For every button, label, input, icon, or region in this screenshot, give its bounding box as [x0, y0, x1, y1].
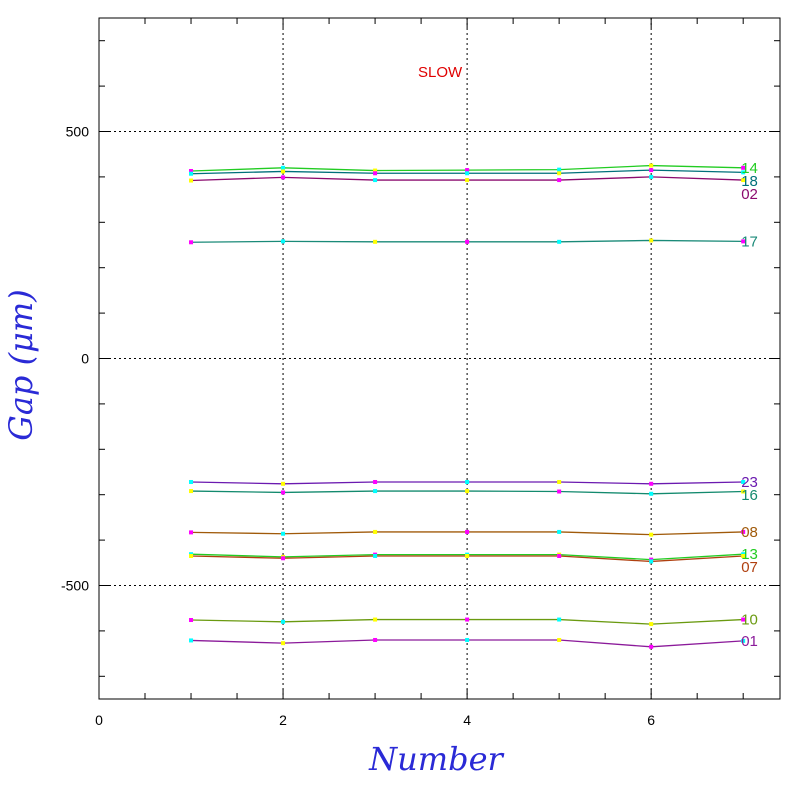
- data-point: [373, 553, 378, 558]
- data-point: [281, 641, 286, 646]
- series-label-13: 13: [741, 546, 758, 563]
- data-point: [557, 239, 562, 244]
- data-point: [741, 638, 746, 643]
- data-point: [373, 178, 378, 183]
- data-point: [281, 490, 286, 495]
- data-point: [649, 163, 654, 168]
- data-point: [649, 622, 654, 627]
- data-point: [649, 532, 654, 537]
- x-tick-label: 0: [95, 712, 103, 728]
- data-point: [649, 238, 654, 243]
- data-point: [741, 479, 746, 484]
- data-point: [373, 617, 378, 622]
- data-point: [465, 479, 470, 484]
- data-point: [373, 479, 378, 484]
- series-label-17: 17: [741, 233, 758, 250]
- x-tick-label: 6: [647, 712, 655, 728]
- data-point: [189, 553, 194, 558]
- data-point: [649, 481, 654, 486]
- axis-ticks: [98, 18, 780, 699]
- data-point: [281, 175, 286, 180]
- data-point: [557, 553, 562, 558]
- series-label-18: 18: [741, 173, 758, 190]
- y-tick-label: 500: [66, 124, 90, 140]
- x-tick-label: 4: [463, 712, 471, 728]
- data-point: [557, 637, 562, 642]
- data-point: [189, 489, 194, 494]
- y-tick-label: 0: [81, 351, 89, 367]
- data-point: [557, 167, 562, 172]
- data-point: [281, 619, 286, 624]
- data-point: [649, 644, 654, 649]
- data-point: [281, 239, 286, 244]
- data-point: [281, 531, 286, 536]
- data-point: [373, 637, 378, 642]
- data-point: [281, 481, 286, 486]
- data-point: [373, 171, 378, 176]
- data-point: [189, 171, 194, 176]
- data-point: [465, 239, 470, 244]
- data-point: [281, 169, 286, 174]
- data-point: [465, 637, 470, 642]
- data-point: [189, 638, 194, 643]
- data-point: [741, 178, 746, 183]
- data-point: [741, 617, 746, 622]
- data-point: [741, 553, 746, 558]
- data-point: [373, 168, 378, 173]
- series-label-23: 23: [741, 474, 758, 491]
- slow-annotation: SLOW: [418, 64, 463, 81]
- data-markers: [189, 163, 746, 649]
- data-point: [557, 529, 562, 534]
- data-point: [465, 171, 470, 176]
- data-point: [465, 617, 470, 622]
- y-tick-label: -500: [61, 578, 89, 594]
- data-point: [741, 529, 746, 534]
- data-point: [281, 165, 286, 170]
- series-label-02: 02: [741, 186, 758, 203]
- data-point: [465, 553, 470, 558]
- series-label-10: 10: [741, 612, 758, 629]
- x-axis-label: Number: [368, 740, 504, 778]
- data-point: [741, 165, 746, 170]
- data-point: [281, 556, 286, 561]
- data-point: [465, 489, 470, 494]
- data-point: [649, 174, 654, 179]
- data-point: [557, 617, 562, 622]
- data-point: [557, 171, 562, 176]
- grid-lines: [99, 18, 780, 699]
- data-point: [649, 168, 654, 173]
- data-point: [557, 479, 562, 484]
- data-point: [741, 170, 746, 175]
- data-point: [557, 489, 562, 494]
- series-label-14: 14: [741, 160, 758, 177]
- data-point: [373, 489, 378, 494]
- data-point: [189, 168, 194, 173]
- data-point: [373, 239, 378, 244]
- data-point: [741, 489, 746, 494]
- data-point: [189, 178, 194, 183]
- x-tick-label: 2: [279, 712, 287, 728]
- axis-tick-labels: 0 2 4 6 500 0 -500: [61, 124, 655, 729]
- data-point: [465, 168, 470, 173]
- data-point: [649, 559, 654, 564]
- series-label-16: 16: [741, 487, 758, 504]
- data-point: [741, 239, 746, 244]
- series-label-08: 08: [741, 524, 758, 541]
- data-point: [189, 479, 194, 484]
- data-point: [373, 529, 378, 534]
- data-point: [557, 178, 562, 183]
- series-label-07: 07: [741, 559, 758, 576]
- data-point: [649, 491, 654, 496]
- data-point: [465, 529, 470, 534]
- series-label-01: 01: [741, 633, 758, 650]
- data-point: [465, 178, 470, 183]
- data-point: [189, 240, 194, 245]
- data-point: [189, 530, 194, 535]
- data-point: [189, 618, 194, 623]
- y-axis-label: Gap (μm): [2, 289, 40, 440]
